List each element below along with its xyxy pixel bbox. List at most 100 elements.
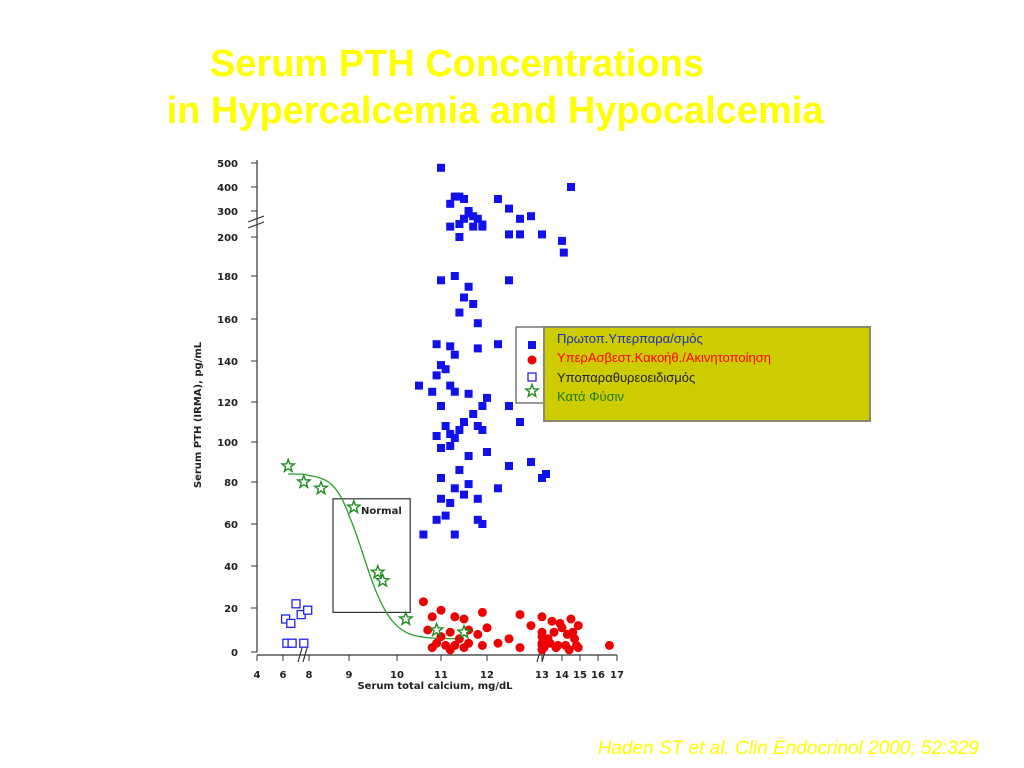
data-point-primary-hpt (505, 204, 513, 213)
y-tick-label: 140 (217, 357, 238, 368)
slide-title-line-2: in Hypercalcemia and Hypocalcemia (166, 90, 824, 132)
data-point-normal (345, 498, 362, 515)
data-point-primary-hpt (455, 192, 464, 201)
data-point-malignancy (537, 627, 547, 637)
data-point-primary-hpt (516, 214, 524, 223)
data-point-primary-hpt (460, 195, 468, 203)
x-tick-label: 12 (480, 670, 494, 681)
data-point-primary-hpt (437, 474, 445, 482)
data-point-primary-hpt (473, 214, 482, 223)
x-tick-label: 16 (591, 670, 605, 681)
data-point-primary-hpt (494, 484, 502, 493)
data-point-primary-hpt (516, 418, 524, 426)
legend-entry-hypoparathyroidism: Υποπαραθυρεοειδισμός (557, 370, 696, 385)
data-point-primary-hpt (558, 236, 566, 245)
normal-range-label: Normal (361, 506, 402, 517)
slide-title-line-1: Serum PTH Concentrations (209, 43, 705, 85)
data-point-malignancy (459, 614, 469, 624)
data-point-primary-hpt (415, 381, 423, 390)
data-point-primary-hpt (494, 340, 502, 349)
data-point-normal (428, 621, 445, 637)
data-point-malignancy (473, 629, 483, 639)
data-point-hypopara (287, 638, 297, 648)
x-tick-label: 13 (535, 670, 549, 681)
data-point-normal (280, 457, 297, 473)
normal-sigmoid-curve (288, 473, 462, 640)
data-point-malignancy (515, 643, 525, 653)
data-point-malignancy (436, 605, 446, 615)
data-point-primary-hpt (446, 499, 455, 507)
x-tick-label: 8 (306, 670, 313, 681)
data-point-primary-hpt (505, 462, 513, 470)
data-point-primary-hpt (455, 308, 464, 317)
data-point-primary-hpt (473, 515, 482, 524)
legend-entry-normal: Κατά Φύσιν (557, 389, 624, 404)
data-point-malignancy (427, 643, 437, 653)
y-axis-title: Serum PTH (IRMA), pg/mL (193, 341, 204, 488)
data-point-malignancy (562, 629, 572, 639)
data-point-malignancy (477, 607, 487, 617)
data-point-primary-hpt (473, 344, 482, 353)
data-point-primary-hpt (527, 458, 535, 466)
data-point-primary-hpt (478, 426, 487, 434)
data-point-primary-hpt (516, 230, 524, 239)
data-point-primary-hpt (437, 276, 445, 285)
data-point-primary-hpt (469, 410, 478, 418)
x-tick-label: 14 (555, 670, 569, 681)
legend-symbol-primary-hpt (528, 341, 536, 349)
data-point-primary-hpt (478, 220, 487, 229)
data-point-primary-hpt (473, 494, 482, 503)
data-point-malignancy (547, 616, 557, 626)
y-tick-label: 300 (217, 207, 238, 218)
data-point-primary-hpt (567, 183, 575, 191)
data-point-primary-hpt (483, 393, 491, 402)
data-point-malignancy (504, 634, 514, 644)
data-point-normal (397, 610, 414, 626)
data-point-primary-hpt (441, 365, 450, 374)
data-point-primary-hpt (432, 340, 441, 349)
data-point-primary-hpt (446, 199, 455, 208)
data-point-normal (455, 623, 473, 640)
y-tick-label: 60 (224, 520, 238, 531)
y-tick-label: 20 (224, 604, 238, 615)
data-point-primary-hpt (469, 212, 478, 221)
data-point-primary-hpt (464, 452, 473, 460)
data-point-primary-hpt (441, 422, 450, 430)
data-point-hypopara (286, 618, 296, 629)
y-tick-label: 0 (231, 648, 238, 659)
legend: Πρωτοπ.Υπερπαρα/σμός ΥπερΑσβεστ.Κακοήθ./… (543, 326, 871, 422)
data-point-primary-hpt (437, 402, 445, 410)
x-tick-label: 10 (390, 670, 404, 681)
data-point-primary-hpt (455, 426, 464, 434)
data-point-primary-hpt (464, 209, 473, 218)
data-point-malignancy (564, 645, 574, 655)
data-point-malignancy (445, 627, 455, 637)
data-point-malignancy (549, 627, 559, 637)
data-point-primary-hpt (432, 432, 441, 440)
data-point-malignancy (459, 643, 469, 653)
x-tick-label: 11 (434, 670, 448, 681)
data-point-malignancy (445, 645, 455, 655)
legend-symbol-normal (523, 382, 541, 398)
data-point-primary-hpt (446, 222, 455, 231)
data-point-primary-hpt (542, 470, 550, 478)
data-point-primary-hpt (437, 163, 445, 172)
data-point-primary-hpt (437, 444, 445, 452)
normal-curve (288, 473, 462, 640)
data-point-primary-hpt (450, 387, 459, 396)
normal-range-box: Normal (332, 498, 411, 613)
data-point-primary-hpt (469, 299, 478, 308)
data-point-primary-hpt (505, 402, 513, 410)
data-point-malignancy (573, 643, 583, 653)
data-point-primary-hpt (450, 192, 459, 201)
data-point-malignancy (566, 614, 576, 624)
x-tick-label: 6 (280, 670, 287, 681)
data-point-malignancy (573, 621, 583, 631)
legend-entry-primary-hyperparathyroidism: Πρωτοπ.Υπερπαρα/σμός (557, 331, 703, 346)
data-point-normal (374, 572, 391, 588)
data-point-primary-hpt (437, 494, 445, 503)
data-point-primary-hpt (527, 212, 535, 221)
data-point-primary-hpt (446, 342, 455, 351)
data-point-primary-hpt (437, 361, 445, 370)
normal-range-rect (332, 498, 411, 613)
